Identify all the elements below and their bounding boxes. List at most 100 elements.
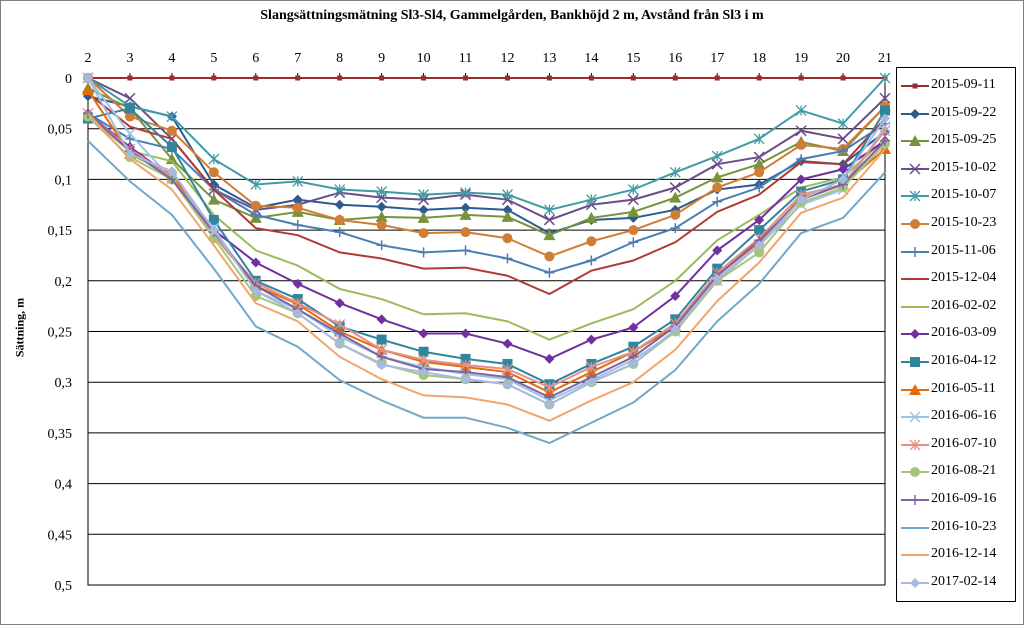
data-point (880, 105, 890, 116)
legend-swatch (901, 135, 929, 147)
data-point (334, 227, 345, 238)
data-point (543, 204, 555, 216)
y-tick-label: 0,5 (55, 579, 73, 594)
data-point (166, 125, 177, 136)
data-point (754, 167, 765, 178)
series-2015-11-06 (83, 108, 890, 278)
legend-swatch (901, 439, 929, 451)
data-point (544, 267, 555, 278)
data-point (546, 75, 552, 81)
data-point (753, 151, 765, 163)
data-point (208, 214, 219, 225)
legend-label: 2016-12-14 (931, 546, 997, 562)
chart-title: Slangsättningsmätning Sl3-Sl4, Gammelgår… (260, 8, 764, 23)
data-point (502, 189, 513, 201)
data-point (502, 253, 513, 264)
data-point (463, 75, 469, 81)
data-point (838, 174, 849, 185)
data-point (418, 194, 430, 206)
data-point (586, 377, 597, 388)
series-line (87, 112, 886, 389)
data-point (376, 220, 387, 231)
data-point (670, 209, 681, 220)
series-line (87, 77, 886, 211)
data-point (502, 358, 513, 369)
legend-item: 2016-05-11 (897, 378, 1015, 402)
data-point (711, 158, 723, 170)
data-point (837, 118, 849, 130)
x-tick-label: 2 (85, 51, 92, 66)
data-point (544, 399, 555, 410)
data-point (796, 174, 807, 185)
y-tick-label: 0 (65, 72, 72, 87)
x-tick-label: 12 (500, 51, 514, 66)
legend-label: 2016-07-10 (931, 435, 997, 451)
data-point (754, 214, 765, 225)
x-tick-label: 10 (417, 51, 431, 66)
data-point (334, 338, 345, 349)
legend-item: 2015-09-22 (897, 102, 1015, 126)
series-line (87, 87, 886, 237)
data-point (334, 318, 346, 330)
legend-label: 2015-10-07 (931, 187, 997, 203)
y-tick-label: 0,35 (48, 427, 73, 442)
legend-label: 2015-10-02 (931, 159, 997, 175)
data-point (795, 104, 807, 116)
legend-label: 2015-11-06 (931, 242, 996, 258)
legend: 2015-09-11 2015-09-22 2015-09-25 2015-10-02… (896, 67, 1016, 602)
data-point (418, 204, 429, 215)
y-tick-label: 0,25 (48, 326, 73, 341)
x-tick-label: 21 (878, 51, 892, 66)
data-point (754, 225, 765, 236)
data-point (460, 374, 471, 385)
legend-swatch (901, 83, 929, 89)
data-point (669, 191, 682, 203)
data-point (379, 75, 385, 81)
legend-marker (909, 383, 921, 395)
y-tick-label: 0,15 (48, 224, 73, 239)
data-point (504, 75, 510, 81)
data-point (208, 225, 219, 236)
data-point (207, 193, 220, 205)
data-point (418, 367, 429, 378)
y-tick-label: 0,2 (55, 275, 73, 290)
data-point (292, 308, 303, 319)
data-point (753, 133, 765, 145)
data-point (334, 298, 345, 309)
data-point (292, 278, 303, 289)
data-point (124, 149, 135, 160)
data-point (838, 146, 849, 157)
data-point (334, 184, 346, 195)
legend-label: 2015-09-25 (931, 132, 997, 148)
series-2017-02-14 (83, 73, 890, 410)
legend-item: 2016-12-14 (897, 543, 1015, 567)
series-line (87, 77, 886, 406)
data-point (798, 75, 804, 81)
legend-item: 2015-10-23 (897, 212, 1015, 236)
x-tick-label: 15 (626, 51, 640, 66)
x-tick-label: 18 (752, 51, 766, 66)
series-2015-10-23 (83, 73, 890, 262)
series-line (87, 112, 886, 360)
data-point (166, 111, 178, 122)
data-point (544, 251, 555, 262)
legend-swatch (901, 219, 929, 229)
series-line (87, 140, 886, 445)
series-2016-02-02 (87, 115, 886, 341)
data-point (376, 334, 387, 345)
data-point (460, 353, 471, 364)
data-point (375, 210, 388, 222)
data-point (460, 245, 471, 256)
legend-swatch (901, 305, 929, 308)
data-point (627, 184, 639, 195)
x-tick-label: 14 (584, 51, 598, 66)
data-point (166, 141, 177, 152)
legend-label: 2016-08-21 (931, 463, 997, 479)
x-tick-label: 4 (168, 51, 175, 66)
series-2016-06-16 (82, 72, 891, 406)
x-tick-label: 17 (710, 51, 724, 66)
x-tick-label: 9 (378, 51, 385, 66)
data-point (334, 199, 345, 210)
axes: 0 0,05 0,1 0,15 0,2 0,25 0,3 0,35 0,4 0,45 0,5 2 3 4 5… (48, 51, 893, 594)
legend-marker (909, 190, 921, 202)
